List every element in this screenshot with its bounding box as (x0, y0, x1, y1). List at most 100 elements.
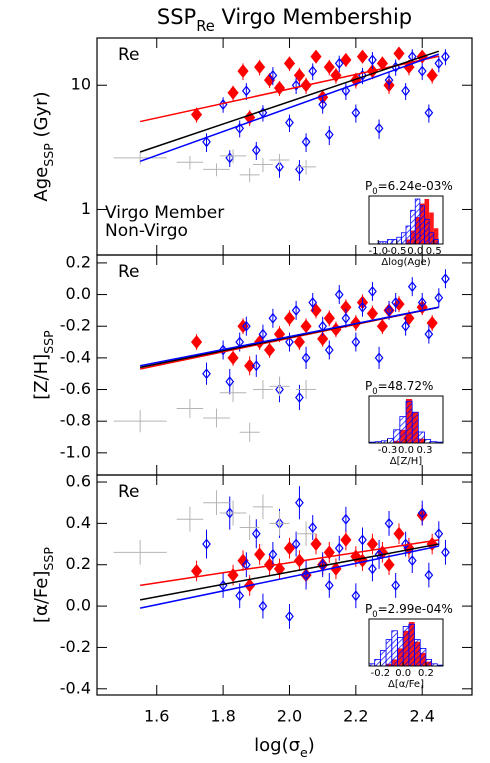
inset-x-label: Δlog(Age) (381, 257, 430, 268)
data-point (293, 335, 306, 350)
data-point (258, 600, 268, 612)
y-axis-label-sub: SSP (41, 143, 56, 167)
histogram-bar (405, 225, 412, 245)
histogram-bar (387, 438, 395, 444)
p-value-label-main: P (365, 179, 372, 193)
data-point (403, 311, 415, 326)
data-point (366, 306, 379, 321)
histogram-bar (433, 228, 439, 244)
data-point (202, 136, 211, 148)
data-point (318, 559, 328, 571)
data-point (308, 65, 318, 77)
histogram-bar (425, 659, 433, 667)
data-point (393, 46, 405, 61)
histogram-bar (379, 650, 387, 667)
data-point (368, 563, 377, 575)
histogram-bar (397, 637, 404, 667)
y-axis-label-sub: SSP (41, 330, 56, 354)
plot-frame (96, 474, 473, 696)
p-value-label-tail: =2.99e-04% (378, 602, 453, 616)
data-point (401, 320, 410, 332)
data-point (351, 107, 361, 119)
data-point (340, 532, 352, 547)
inset-x-tick-label: -0.2 (371, 668, 391, 679)
x-tick-label: 1.6 (144, 707, 169, 726)
inset-x-tick-label: -0.3 (378, 445, 398, 456)
panel-label: Re (118, 262, 140, 282)
data-point (283, 56, 296, 71)
data-point (310, 49, 322, 64)
data-point (225, 376, 235, 388)
data-point (351, 336, 361, 348)
data-point (258, 328, 268, 340)
data-point (295, 391, 304, 403)
p-value-label-main: P (365, 602, 372, 616)
data-point (441, 51, 450, 63)
data-point (241, 85, 251, 97)
x-tick-label: 2.0 (277, 707, 302, 726)
data-point (356, 49, 369, 64)
data-point (376, 319, 388, 334)
data-point (202, 538, 211, 550)
data-point (310, 537, 322, 552)
histogram-bar (374, 659, 381, 667)
data-point (358, 301, 367, 313)
inset-x-tick-label: 0.0 (395, 668, 411, 679)
inset-x-label: Δ[α/Fe] (388, 679, 424, 690)
y-tick-label: 0.4 (66, 513, 91, 532)
data-point (368, 54, 377, 66)
chart-title: SSPRe Virgo Membership (157, 5, 412, 35)
p-value-label-sub: 0 (372, 186, 377, 196)
y-axis-label: AgeSSP (Gyr) (31, 91, 56, 201)
histogram-bar (428, 232, 435, 245)
y-tick-label: -0.6 (60, 379, 91, 398)
data-point (426, 316, 438, 331)
inset-x-tick-label: 0.2 (418, 668, 434, 679)
data-point (283, 311, 296, 326)
histogram-bar (405, 400, 413, 444)
y-tick-label: 0.0 (66, 284, 91, 303)
data-point (295, 163, 304, 175)
plot-area (113, 486, 450, 629)
data-point (334, 289, 344, 301)
fit-line (139, 53, 440, 163)
data-point (251, 360, 261, 372)
data-point (293, 68, 306, 83)
data-point (254, 60, 266, 75)
x-axis-label-sub: e (300, 745, 308, 760)
data-point (391, 579, 401, 591)
data-point (434, 292, 444, 304)
inset-x-tick-label: 0.0 (398, 445, 414, 456)
data-point (334, 542, 344, 554)
data-point (424, 328, 434, 340)
data-point (417, 65, 427, 77)
y-axis-label: [Z/H]SSP (31, 330, 56, 400)
data-point (384, 304, 394, 316)
histogram-bar (414, 198, 421, 245)
data-point (317, 331, 329, 346)
fit-line (139, 55, 439, 123)
data-point (341, 312, 351, 324)
legend-label: Virgo Member (105, 203, 224, 223)
y-tick-label: 0.0 (66, 596, 91, 615)
data-point (225, 507, 235, 519)
fit-line (139, 306, 439, 367)
data-point (308, 297, 318, 308)
data-point (401, 85, 410, 97)
y-tick-label: 0.2 (66, 554, 91, 573)
inset-frame (368, 195, 444, 245)
data-point (273, 561, 286, 576)
data-point (275, 161, 284, 173)
data-point (340, 52, 352, 67)
histogram-bar (387, 239, 393, 245)
data-point (283, 541, 296, 556)
histogram-bar (419, 205, 425, 245)
y-axis-label-sub: SSP (41, 547, 56, 571)
data-point (285, 610, 294, 622)
data-point (227, 350, 239, 365)
data-point (324, 344, 334, 356)
data-point (441, 273, 450, 285)
fit-line (139, 50, 440, 153)
data-point (391, 297, 401, 308)
